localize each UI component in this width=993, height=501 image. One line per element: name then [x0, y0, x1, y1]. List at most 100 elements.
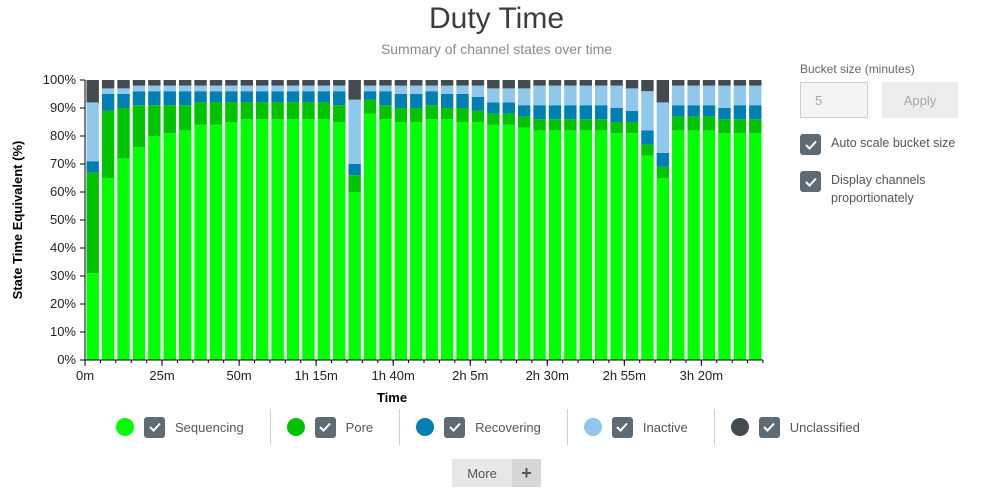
bar-segment-sequencing: [302, 119, 315, 360]
bar-segment-sequencing: [595, 130, 608, 360]
apply-button[interactable]: Apply: [882, 82, 958, 118]
legend-swatch: [116, 418, 134, 436]
bar-segment-recovering: [595, 105, 608, 120]
check-icon: [616, 422, 629, 432]
bar-segment-sequencing: [240, 119, 253, 360]
bar-segment-sequencing: [209, 124, 223, 360]
x-axis-title: Time: [377, 390, 407, 405]
check-icon: [804, 140, 817, 150]
bar-segment-recovering: [548, 105, 562, 120]
chart-legend: Sequencing Pore Recovering Inactive Uncl…: [116, 408, 886, 446]
auto-scale-option[interactable]: Auto scale bucket size: [800, 134, 990, 155]
y-tick-label: 40%: [50, 240, 76, 255]
bar-segment-pore: [302, 102, 315, 120]
bar-segment-unclassified: [610, 80, 623, 86]
legend-item-recovering[interactable]: Recovering: [416, 408, 567, 446]
auto-scale-checkbox[interactable]: [800, 134, 821, 155]
bar-segment-unclassified: [749, 80, 762, 86]
y-tick-label: 50%: [50, 212, 76, 227]
bar-segment-recovering: [410, 94, 423, 108]
y-tick-label: 80%: [50, 128, 76, 143]
bar-segment-sequencing: [271, 119, 284, 360]
bucket-size-input[interactable]: [800, 82, 868, 118]
bar-segment-pore: [502, 113, 515, 125]
bar-segment-recovering: [702, 105, 716, 117]
bar-segment-unclassified: [379, 80, 392, 86]
bar-segment-recovering: [625, 110, 639, 122]
bar-segment-recovering: [178, 91, 192, 106]
legend-checkbox-sequencing[interactable]: [144, 416, 165, 438]
bar-segment-pore: [271, 102, 284, 120]
bar-segment-pore: [286, 102, 300, 120]
bar-segment-inactive: [595, 85, 608, 106]
legend-checkbox-recovering[interactable]: [444, 416, 466, 438]
bar-segment-unclassified: [271, 80, 284, 86]
bar-segment-recovering: [733, 105, 747, 120]
bar-segment-recovering: [86, 161, 99, 173]
bar-segment-recovering: [348, 164, 361, 176]
legend-item-inactive[interactable]: Inactive: [583, 408, 714, 446]
bar-segment-sequencing: [456, 122, 469, 360]
legend-checkbox-inactive[interactable]: [611, 416, 633, 438]
legend-label: Unclassified: [789, 419, 860, 435]
legend-item-sequencing[interactable]: Sequencing: [116, 408, 270, 446]
bar-segment-sequencing: [672, 130, 685, 360]
bar-segment-unclassified: [117, 80, 130, 89]
bar-segment-sequencing: [163, 133, 176, 360]
check-icon: [148, 422, 161, 432]
bar-segment-sequencing: [702, 130, 716, 360]
bar-segment-sequencing: [132, 147, 146, 360]
display-proportionately-checkbox[interactable]: [800, 171, 821, 192]
legend-checkbox-unclassified[interactable]: [758, 416, 780, 438]
bar-segment-recovering: [656, 152, 670, 167]
bar-segment-unclassified: [425, 80, 438, 86]
bar-segment-inactive: [333, 85, 346, 92]
more-button[interactable]: More: [452, 459, 512, 487]
legend-divider: [566, 409, 568, 445]
bar-segment-unclassified: [410, 80, 423, 86]
bar-segment-pore: [718, 119, 731, 134]
bar-segment-pore: [348, 175, 361, 192]
legend-item-unclassified[interactable]: Unclassified: [730, 408, 886, 446]
bar-segment-sequencing: [440, 119, 454, 360]
bar-segment-unclassified: [363, 80, 377, 86]
bar-segment-inactive: [487, 88, 500, 103]
bar-segment-pore: [379, 105, 392, 120]
bar-segment-inactive: [548, 85, 562, 106]
bar-segment-unclassified: [148, 80, 161, 86]
bar-segment-pore: [672, 116, 685, 131]
plus-button[interactable]: +: [512, 459, 541, 487]
bar-segment-unclassified: [178, 80, 192, 86]
legend-checkbox-pore[interactable]: [314, 416, 336, 438]
x-tick-label: 3h 20m: [680, 368, 723, 383]
bar-segment-unclassified: [471, 80, 485, 86]
bar-segment-inactive: [302, 85, 315, 92]
bar-segment-recovering: [286, 91, 300, 103]
display-proportionately-label: Display channels proportionately: [831, 173, 926, 205]
bar-segment-pore: [610, 122, 623, 134]
bar-segment-recovering: [148, 91, 161, 106]
bar-segment-recovering: [517, 105, 531, 117]
bar-segment-recovering: [363, 91, 377, 100]
legend-swatch: [583, 418, 602, 436]
bar-segment-sequencing: [194, 124, 207, 360]
bar-segment-recovering: [379, 91, 392, 106]
bar-segment-unclassified: [718, 80, 731, 86]
bar-segment-inactive: [533, 85, 546, 106]
legend-label: Inactive: [642, 419, 688, 435]
bar-segment-inactive: [610, 85, 623, 108]
bar-segment-pore: [256, 102, 269, 120]
bar-segment-unclassified: [256, 80, 269, 86]
bar-segment-sequencing: [487, 124, 500, 360]
bar-segment-inactive: [348, 99, 361, 164]
bar-segment-recovering: [256, 91, 269, 103]
bar-segment-inactive: [656, 102, 670, 153]
bar-segment-pore: [148, 105, 161, 136]
bar-segment-inactive: [672, 85, 685, 106]
legend-item-pore[interactable]: Pore: [286, 408, 399, 446]
bar-segment-unclassified: [548, 80, 562, 86]
display-proportionately-option[interactable]: Display channels proportionately: [800, 171, 990, 207]
bar-segment-unclassified: [209, 80, 223, 86]
bar-segment-pore: [163, 105, 176, 134]
bar-segment-recovering: [487, 102, 500, 114]
